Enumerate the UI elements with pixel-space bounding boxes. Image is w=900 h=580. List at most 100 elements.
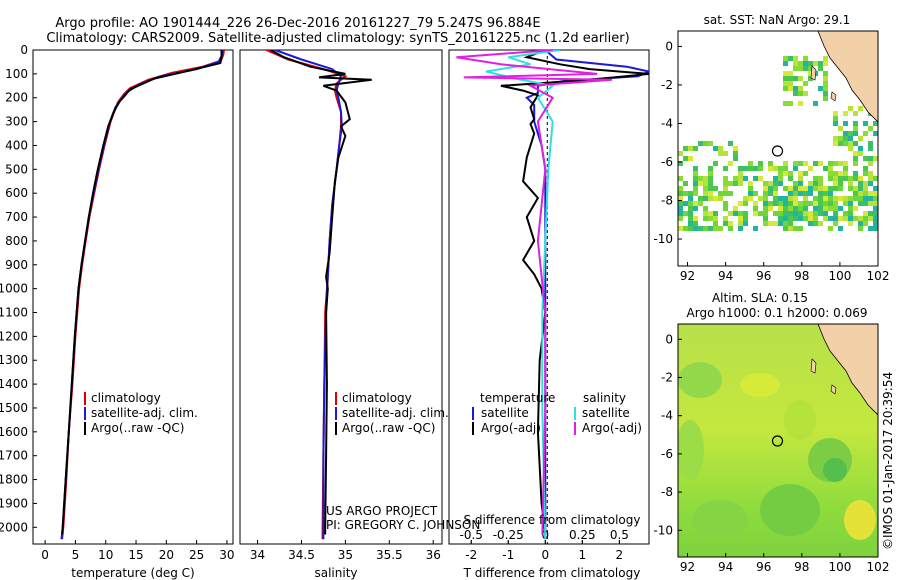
- sst-pixel: [848, 221, 853, 226]
- sst-pixel: [678, 176, 683, 181]
- sla-map: Altim. SLA: 0.15 Argo h1000: 0.1 h2000: …: [653, 291, 889, 574]
- sst-pixel: [748, 181, 753, 186]
- sst-pixel: [868, 201, 873, 206]
- sst-pixel: [688, 211, 693, 216]
- lon-tick-label: 98: [794, 560, 809, 574]
- sst-pixel: [683, 201, 688, 206]
- sla-title-1: Altim. SLA: 0.15: [712, 291, 808, 305]
- sst-pixel: [693, 176, 698, 181]
- sst-pixel: [868, 161, 873, 166]
- sla-map-frame: [677, 323, 879, 558]
- sst-pixel: [848, 146, 853, 151]
- sst-pixel: [808, 186, 813, 191]
- x-tick-label: 34: [250, 548, 265, 562]
- enggano-island: [830, 384, 837, 395]
- sst-pixel: [863, 121, 868, 126]
- sumatra-coast: [817, 31, 878, 123]
- sst-pixel: [778, 166, 783, 171]
- sst-pixel: [823, 206, 828, 211]
- sst-pixel: [708, 141, 713, 146]
- sst-pixel: [808, 181, 813, 186]
- sst-pixel: [818, 206, 823, 211]
- sst-pixel: [808, 211, 813, 216]
- sst-pixel: [678, 186, 683, 191]
- legend-climatology: climatology: [91, 391, 161, 405]
- sst-pixel: [748, 186, 753, 191]
- sst-pixel: [783, 101, 788, 106]
- sst-pixel: [708, 216, 713, 221]
- sst-pixel: [838, 206, 843, 211]
- sst-pixel: [858, 201, 863, 206]
- series-satellite-s-: [485, 50, 561, 540]
- sst-pixel: [843, 131, 848, 136]
- header-line-1: Argo profile: AO 1901444_226 26-Dec-2016…: [55, 16, 540, 31]
- sst-pixel: [833, 181, 838, 186]
- sst-pixel: [818, 161, 823, 166]
- sst-map: sat. SST: NaN Argo: 29.1 92 94 96 98 100 102 0…: [653, 13, 889, 283]
- sumatra-coast: [817, 324, 878, 416]
- sst-pixel: [818, 211, 823, 216]
- x-tick-label: 10: [98, 548, 113, 562]
- sst-pixel: [743, 196, 748, 201]
- sst-pixel: [733, 206, 738, 211]
- sst-pixel: [808, 191, 813, 196]
- sst-pixel: [838, 226, 843, 231]
- sst-pixel: [858, 106, 863, 111]
- sst-pixel: [718, 226, 723, 231]
- sst-pixel: [743, 221, 748, 226]
- sst-pixel: [788, 206, 793, 211]
- sst-pixel: [688, 191, 693, 196]
- sst-pixel: [768, 206, 773, 211]
- sst-pixel: [693, 216, 698, 221]
- temperature-x-axis: 0 5 10 15 20 25 30: [41, 540, 235, 562]
- sst-pixel: [843, 201, 848, 206]
- y-tick-label: 600: [5, 186, 28, 200]
- sst-pixel: [678, 226, 683, 231]
- y-tick-label: 2000: [0, 520, 28, 534]
- sst-pixel: [823, 186, 828, 191]
- x-tick-label: 36: [426, 548, 441, 562]
- sst-pixel: [868, 146, 873, 151]
- sst-pixel: [678, 201, 683, 206]
- sst-pixel: [868, 176, 873, 181]
- sst-pixel: [838, 126, 843, 131]
- sst-pixel: [798, 181, 803, 186]
- salinity-legend: climatology satellite-adj. clim. Argo(..…: [335, 391, 449, 435]
- sst-pixel: [793, 76, 798, 81]
- sst-pixel: [823, 201, 828, 206]
- sst-pixel: [848, 201, 853, 206]
- sst-pixel: [778, 211, 783, 216]
- sst-pixel: [738, 166, 743, 171]
- y-tick-label: 1500: [0, 401, 28, 415]
- sst-pixel: [848, 136, 853, 141]
- sst-pixel: [718, 191, 723, 196]
- sst-pixel: [833, 171, 838, 176]
- sst-pixel: [823, 81, 828, 86]
- sst-pixel: [798, 171, 803, 176]
- sst-pixel: [803, 91, 808, 96]
- sst-pixel: [828, 206, 833, 211]
- lon-tick-label: 102: [867, 560, 890, 574]
- sst-pixel: [803, 196, 808, 201]
- sst-pixel: [833, 211, 838, 216]
- sst-pixel: [783, 161, 788, 166]
- lat-tick-label: 0: [665, 332, 673, 346]
- x-tick-label: 30: [219, 548, 234, 562]
- sst-pixel: [713, 161, 718, 166]
- sst-pixel: [798, 176, 803, 181]
- credit-pi: PI: GREGORY C. JOHNSON: [326, 518, 480, 532]
- sst-pixel: [793, 181, 798, 186]
- sst-pixel: [828, 171, 833, 176]
- sst-pixel: [818, 66, 823, 71]
- sst-pixel: [698, 196, 703, 201]
- sst-pixel: [733, 156, 738, 161]
- sst-pixel: [823, 76, 828, 81]
- difference-axes: [448, 49, 650, 545]
- sst-pixel: [823, 86, 828, 91]
- sst-pixel: [853, 161, 858, 166]
- sst-pixel: [813, 211, 818, 216]
- sst-pixel: [788, 101, 793, 106]
- y-tick-label: 300: [5, 115, 28, 129]
- sst-pixel: [828, 166, 833, 171]
